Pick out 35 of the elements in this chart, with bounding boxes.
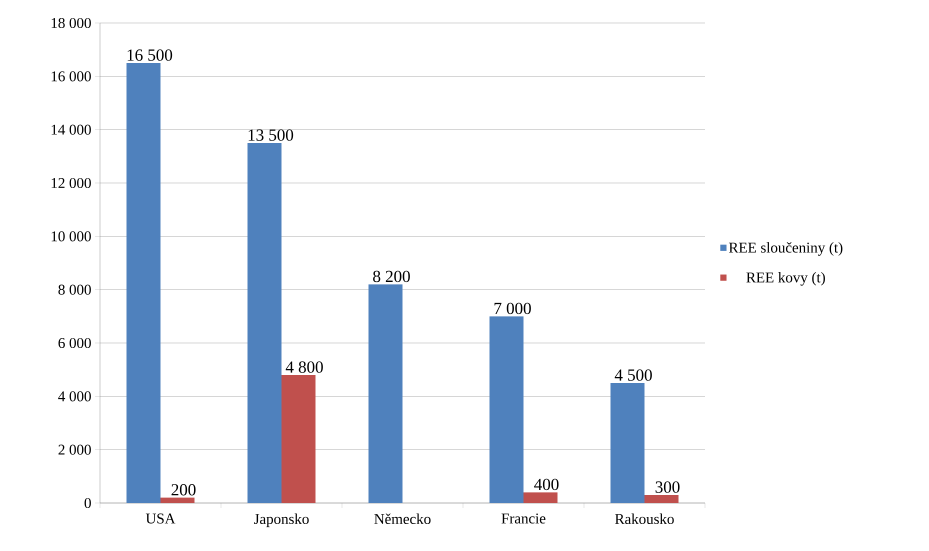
y-tick-label: 0 — [84, 498, 91, 508]
y-tick-label: 10 000 — [52, 231, 91, 242]
y-tick-label: 16 000 — [52, 71, 91, 82]
data-label: 4 500 — [614, 369, 652, 381]
y-tick-label: 4 000 — [58, 391, 91, 402]
y-tick-label: 18 000 — [52, 18, 91, 28]
data-label: 8 200 — [373, 270, 410, 282]
data-label: 16 500 — [128, 49, 172, 61]
x-tick-label: Rakousko — [615, 514, 674, 524]
x-tick-label: Německo — [374, 514, 431, 524]
x-tick-label: USA — [146, 514, 176, 524]
y-tick-label: 8 000 — [58, 284, 91, 295]
y-tick-label: 2 000 — [58, 444, 91, 455]
y-tick-label: 12 000 — [52, 178, 91, 188]
legend-label: REE kovy (t) — [746, 272, 825, 286]
data-label: 400 — [534, 478, 559, 490]
bar — [644, 495, 679, 503]
x-tick-label: Francie — [502, 514, 546, 524]
bar — [524, 492, 558, 503]
x-tick-label: Japonsko — [254, 514, 309, 528]
y-tick-label: 14 000 — [52, 124, 91, 135]
bar — [368, 284, 402, 503]
bar — [490, 316, 524, 503]
legend-label: REE sloučeniny (t) — [728, 242, 842, 256]
y-tick-label: 6 000 — [58, 338, 91, 348]
bar — [160, 498, 194, 503]
data-label: 4 800 — [286, 361, 323, 373]
bar — [126, 62, 160, 503]
bar — [248, 142, 282, 503]
data-label: 7 000 — [494, 302, 531, 314]
data-label: 300 — [656, 481, 680, 493]
data-label: 200 — [172, 484, 196, 496]
bar — [610, 383, 644, 503]
data-label: 13 500 — [248, 129, 294, 141]
bar — [282, 375, 316, 503]
